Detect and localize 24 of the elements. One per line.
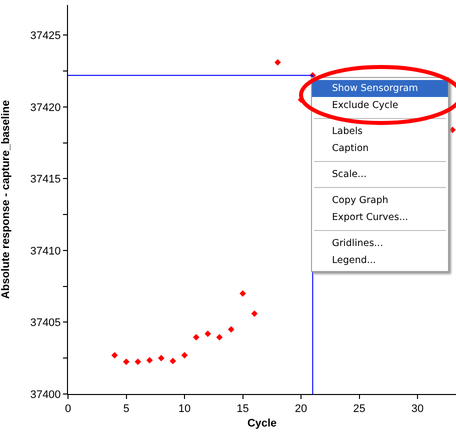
x-tick-label: 30: [411, 403, 424, 416]
x-tick-label: 10: [178, 403, 191, 416]
y-tick-label: 37415: [30, 174, 61, 186]
y-tick-label: 37400: [30, 388, 61, 401]
x-tick-label: 0: [64, 403, 72, 416]
x-tick-label: 15: [236, 403, 249, 416]
x-tick-label: 5: [123, 403, 130, 416]
annotation: Labels: [331, 125, 364, 139]
annotation: Caption: [331, 142, 370, 156]
y-tick-label: 37410: [30, 245, 61, 258]
annotation: Export Curves...: [331, 211, 410, 225]
x-axis-title: Cycle: [247, 417, 277, 430]
annotation: Copy Graph: [331, 194, 390, 208]
y-axis-title: Absolute response - capture_baseline: [0, 100, 12, 299]
annotation: Legend...: [331, 254, 377, 268]
annotation: Scale...: [331, 168, 368, 182]
y-tick-label: 37405: [30, 317, 61, 330]
annotation: Exclude Cycle: [331, 99, 400, 113]
y-tick-label: 37420: [30, 102, 61, 114]
y-tick-label: 37425: [30, 30, 61, 42]
annotation: Gridlines...: [331, 237, 384, 251]
x-tick-label: 20: [294, 403, 308, 416]
x-tick-label: 25: [353, 403, 366, 416]
annotation: Show Sensorgram: [312, 80, 448, 97]
